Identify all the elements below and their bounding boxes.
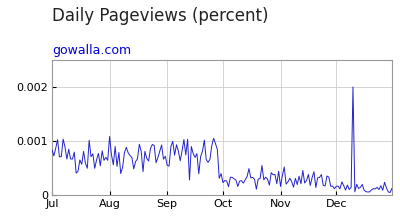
Text: gowalla.com: gowalla.com [52,44,131,57]
Text: Daily Pageviews (percent): Daily Pageviews (percent) [52,7,268,25]
